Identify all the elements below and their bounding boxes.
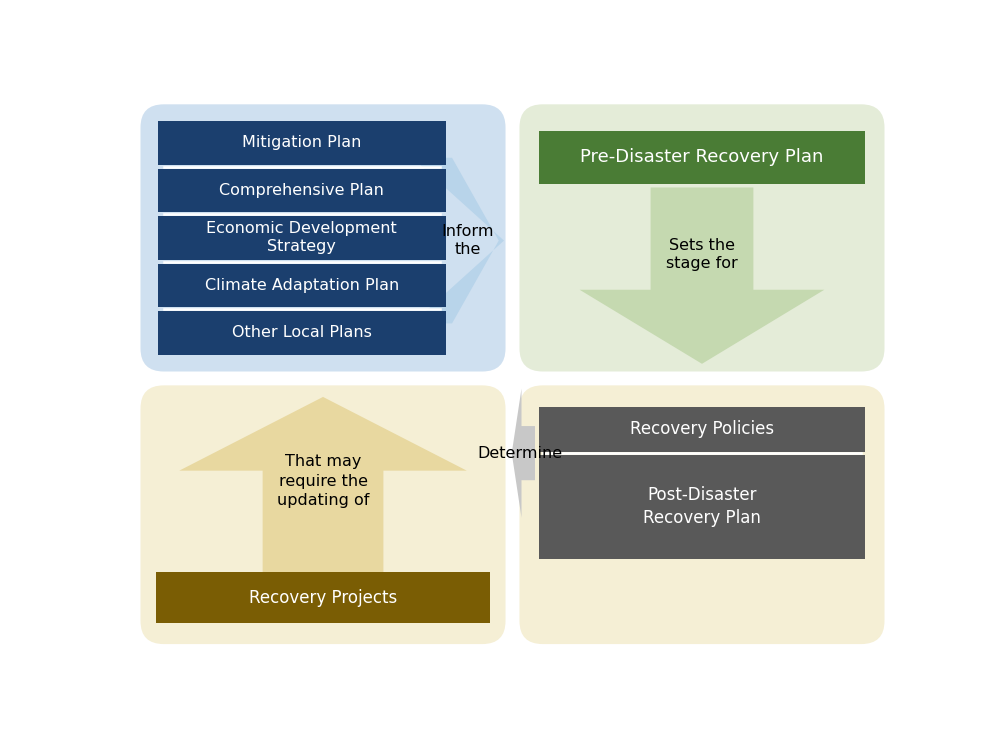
FancyBboxPatch shape — [158, 311, 446, 355]
Text: That may
require the
updating of: That may require the updating of — [277, 454, 369, 508]
FancyBboxPatch shape — [539, 131, 865, 184]
Text: Climate Adaptation Plan: Climate Adaptation Plan — [205, 278, 399, 293]
Text: Pre-Disaster Recovery Plan: Pre-Disaster Recovery Plan — [580, 148, 824, 167]
Text: Recovery Projects: Recovery Projects — [249, 588, 397, 606]
Text: Post-Disaster
Recovery Plan: Post-Disaster Recovery Plan — [643, 486, 761, 527]
Polygon shape — [412, 158, 504, 323]
Text: Mitigation Plan: Mitigation Plan — [242, 136, 361, 150]
FancyBboxPatch shape — [519, 104, 885, 371]
FancyBboxPatch shape — [158, 264, 446, 307]
Polygon shape — [512, 389, 535, 518]
Text: Sets the
stage for: Sets the stage for — [666, 238, 738, 271]
Text: Comprehensive Plan: Comprehensive Plan — [219, 183, 384, 198]
Polygon shape — [580, 187, 824, 364]
FancyBboxPatch shape — [140, 104, 506, 371]
FancyBboxPatch shape — [158, 169, 446, 212]
FancyBboxPatch shape — [156, 573, 490, 622]
Text: Other Local Plans: Other Local Plans — [232, 325, 372, 340]
Text: Recovery Policies: Recovery Policies — [630, 420, 774, 438]
FancyBboxPatch shape — [539, 455, 865, 559]
Text: Economic Development
Strategy: Economic Development Strategy — [206, 222, 397, 254]
FancyBboxPatch shape — [158, 216, 446, 259]
Text: Inform
the: Inform the — [441, 224, 494, 257]
FancyBboxPatch shape — [519, 385, 885, 644]
FancyBboxPatch shape — [158, 122, 446, 165]
Polygon shape — [179, 397, 467, 573]
FancyBboxPatch shape — [539, 407, 865, 451]
Text: Determine: Determine — [477, 445, 562, 461]
FancyBboxPatch shape — [140, 385, 506, 644]
